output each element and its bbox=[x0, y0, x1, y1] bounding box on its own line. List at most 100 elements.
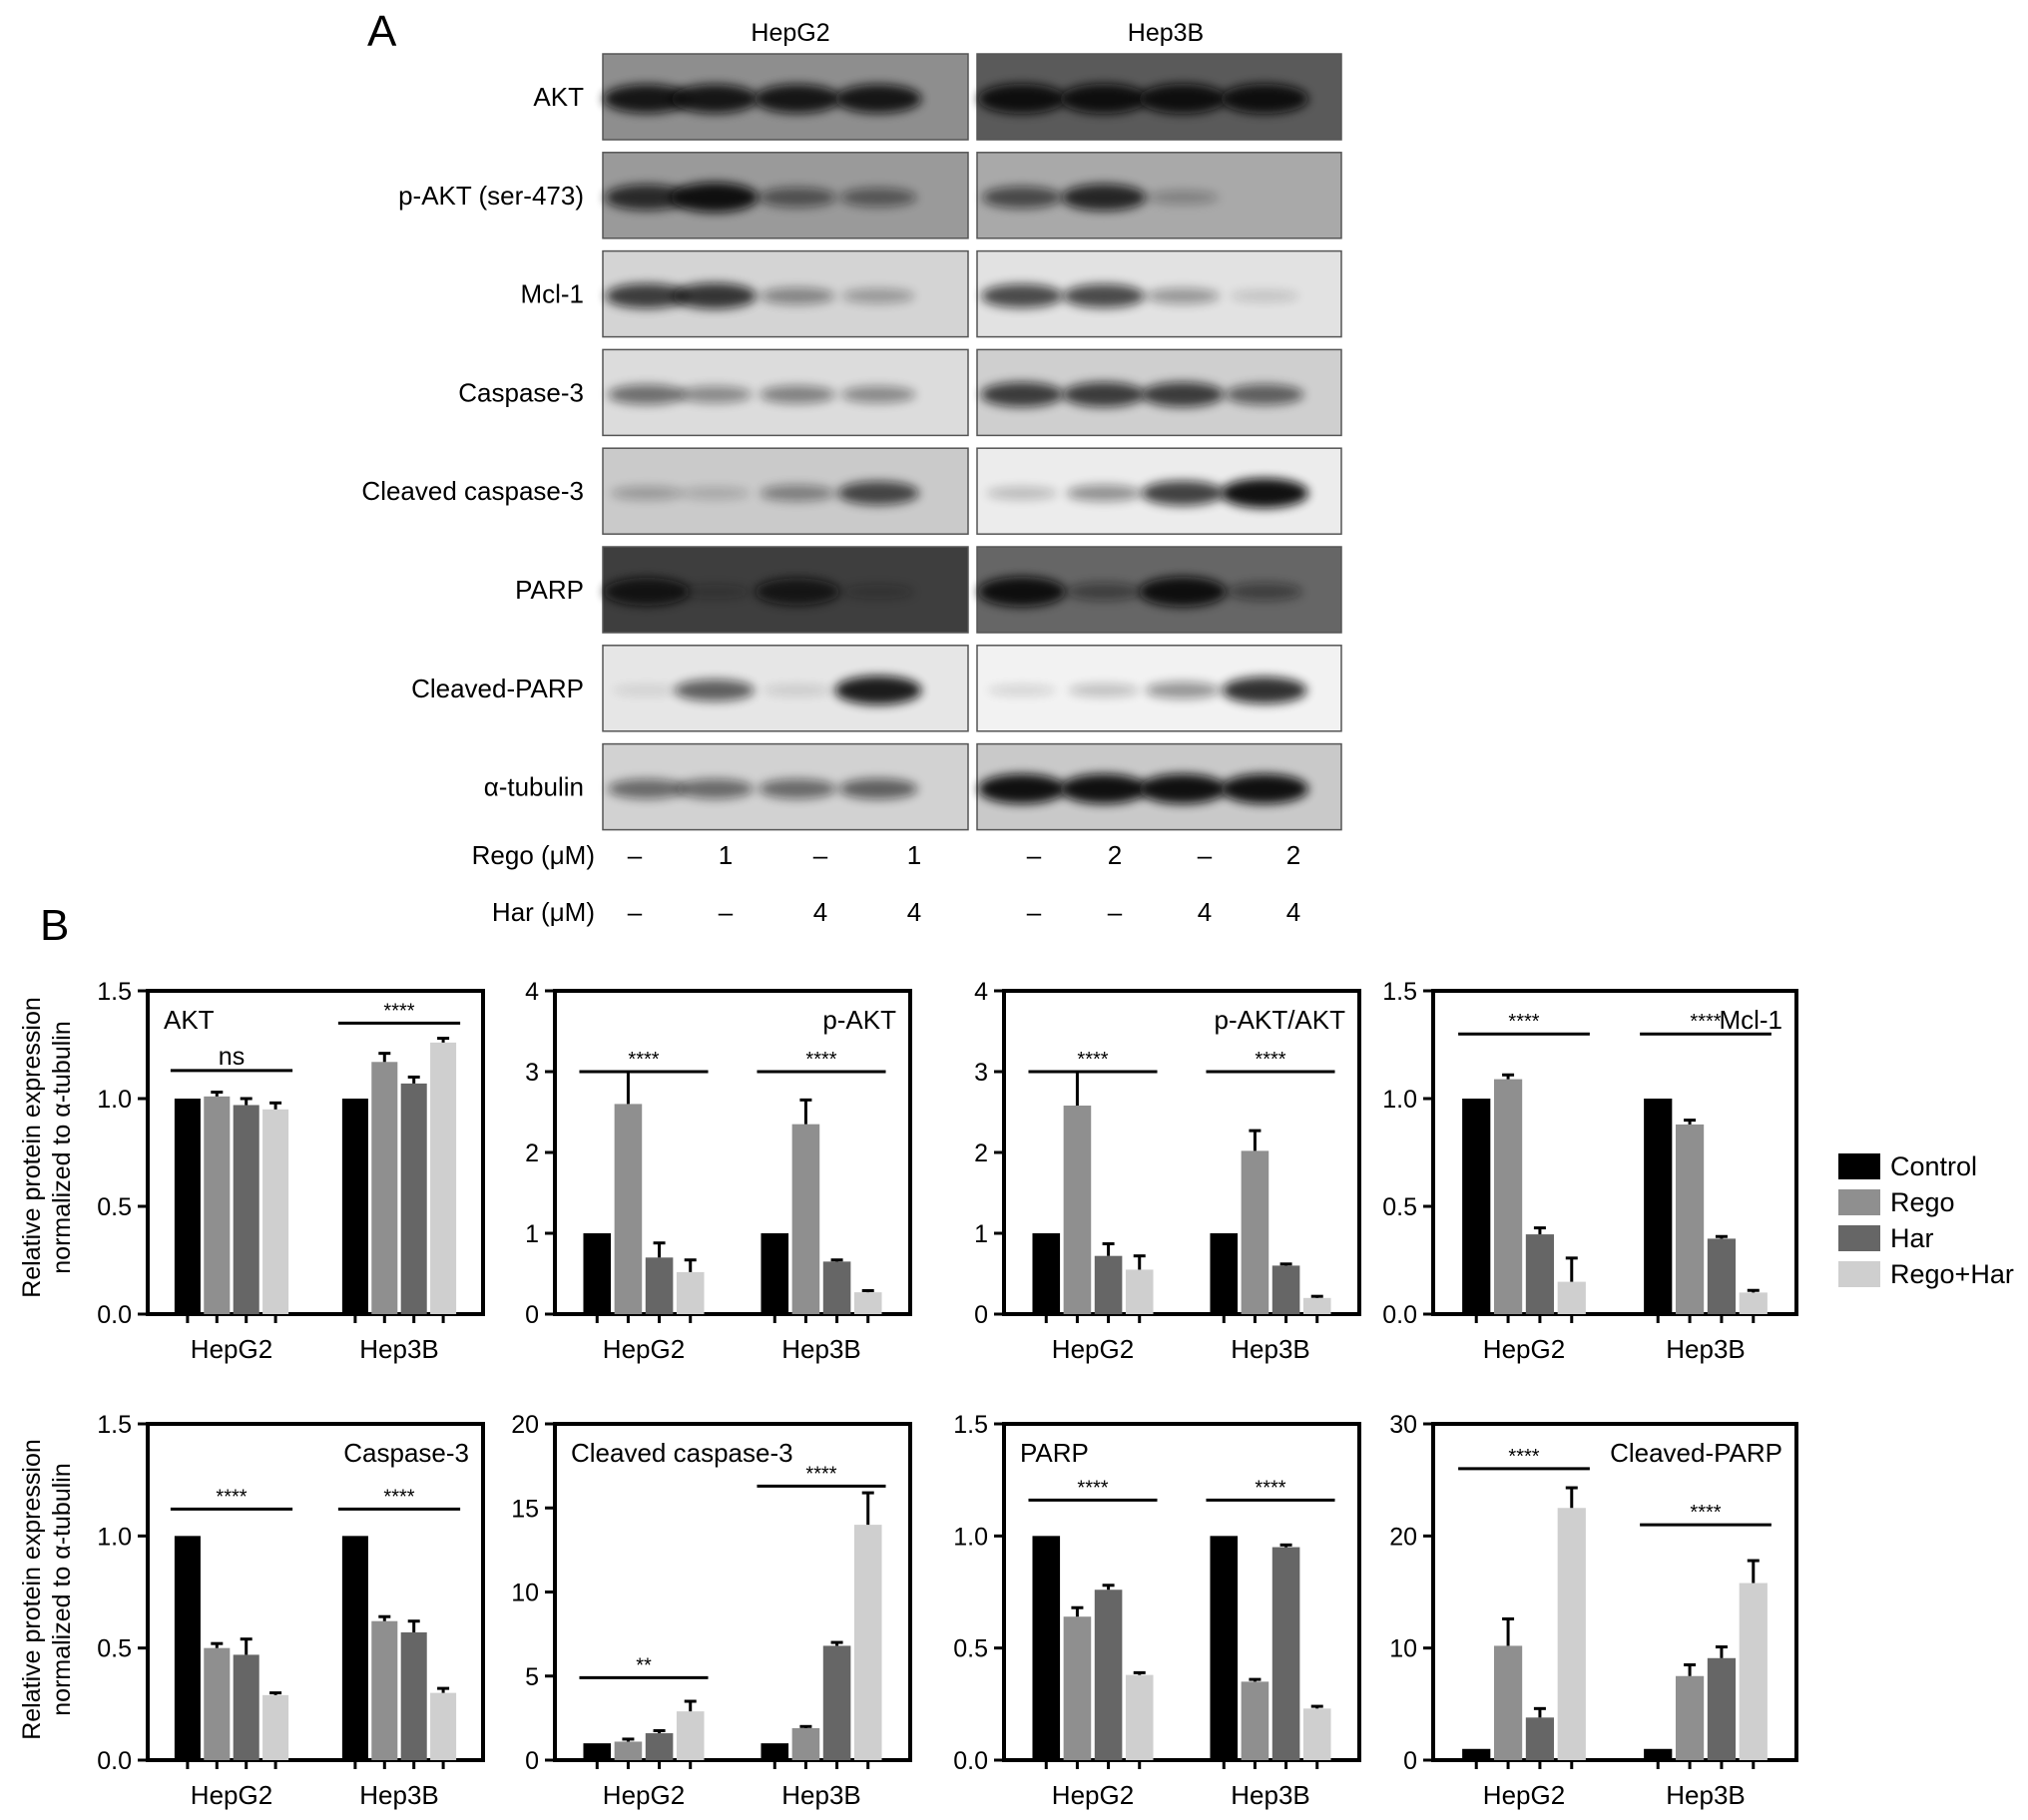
treatment-value: 4 bbox=[1198, 897, 1212, 927]
blot-band bbox=[840, 385, 916, 403]
bar-chart: 0 1 2 3 4 HepG2 Hep3B **** **** p-AKT bbox=[525, 978, 912, 1364]
blot-band bbox=[755, 578, 840, 606]
bar bbox=[430, 1042, 457, 1314]
bar bbox=[1032, 1233, 1061, 1314]
y-tick-label: 0.0 bbox=[97, 1747, 132, 1775]
blot-row-label: AKT bbox=[533, 82, 584, 112]
blot-band bbox=[675, 679, 755, 701]
y-tick-label: 0.0 bbox=[1382, 1301, 1417, 1329]
chart-title: PARP bbox=[1020, 1438, 1089, 1468]
blot-band bbox=[1068, 683, 1140, 697]
blot-band bbox=[760, 287, 835, 305]
bar bbox=[1063, 1106, 1092, 1314]
bar-charts: 0.0 0.5 1.0 1.5 HepG2 Hep3B ns **** AKT 0 1 2 3 4 HepG… bbox=[97, 978, 1798, 1810]
blot-band bbox=[1139, 773, 1227, 804]
bar bbox=[1644, 1099, 1673, 1314]
blot-band bbox=[1225, 383, 1304, 405]
y-tick-label: 0.5 bbox=[953, 1635, 988, 1663]
blot-band bbox=[612, 684, 682, 695]
bar bbox=[853, 1525, 882, 1760]
bar bbox=[400, 1083, 427, 1314]
significance-label: **** bbox=[216, 1486, 247, 1508]
y-axis-title-row2-line2: normalized to α-tubulin bbox=[48, 1463, 76, 1715]
blot-band bbox=[679, 585, 751, 599]
chart-title: p-AKT bbox=[822, 1005, 896, 1035]
bar bbox=[1557, 1508, 1586, 1760]
bar bbox=[614, 1104, 643, 1314]
blot-band bbox=[839, 188, 917, 208]
blot-band bbox=[760, 484, 835, 502]
cell-line-label-hep3b: Hep3B bbox=[1128, 19, 1204, 47]
treatment-label: Rego (μM) bbox=[472, 840, 595, 870]
blot-band bbox=[982, 186, 1062, 209]
y-tick-label: 2 bbox=[525, 1139, 539, 1167]
bar bbox=[341, 1099, 368, 1314]
blot-band bbox=[987, 684, 1057, 696]
y-tick-label: 1.0 bbox=[97, 1086, 132, 1114]
significance-label: **** bbox=[1508, 1011, 1539, 1033]
x-category-label: Hep3B bbox=[1666, 1780, 1746, 1810]
blot-band bbox=[1147, 190, 1219, 205]
bar bbox=[204, 1647, 231, 1760]
bar-chart: 0.0 0.5 1.0 1.5 HepG2 Hep3B **** **** PARP bbox=[953, 1411, 1361, 1810]
y-tick-label: 0.5 bbox=[1382, 1193, 1417, 1221]
treatment-value: 4 bbox=[907, 897, 921, 927]
blot-band bbox=[1146, 287, 1220, 304]
panel-b-label: B bbox=[40, 901, 69, 950]
blot-band bbox=[1066, 484, 1142, 502]
blot-band bbox=[842, 585, 914, 599]
x-category-label: HepG2 bbox=[191, 1334, 272, 1364]
chart-title: Cleaved-PARP bbox=[1610, 1438, 1782, 1468]
blot-band bbox=[671, 84, 759, 114]
blot-band bbox=[834, 84, 922, 114]
treatment-value: 2 bbox=[1108, 840, 1122, 870]
legend-swatch bbox=[1838, 1261, 1880, 1287]
y-tick-label: 15 bbox=[511, 1495, 539, 1523]
y-tick-label: 10 bbox=[511, 1580, 539, 1607]
significance-label: **** bbox=[383, 1000, 414, 1022]
y-tick-label: 1.5 bbox=[953, 1411, 988, 1439]
blot-band bbox=[1141, 480, 1225, 506]
chart-frame bbox=[1002, 1422, 1361, 1762]
bar-chart: 0.0 0.5 1.0 1.5 HepG2 Hep3B **** **** Caspase-3 bbox=[97, 1411, 485, 1810]
legend-label: Har bbox=[1890, 1223, 1934, 1253]
chart-title: AKT bbox=[164, 1005, 215, 1035]
y-tick-label: 3 bbox=[525, 1059, 539, 1087]
significance-label: **** bbox=[1077, 1049, 1108, 1071]
blot-band bbox=[671, 182, 759, 213]
bar bbox=[1739, 1292, 1768, 1314]
significance-label: **** bbox=[1690, 1011, 1721, 1033]
x-category-label: Hep3B bbox=[359, 1780, 439, 1810]
treatment-value: 1 bbox=[719, 840, 733, 870]
y-tick-label: 1.0 bbox=[97, 1523, 132, 1551]
x-category-label: HepG2 bbox=[1052, 1334, 1134, 1364]
x-category-label: Hep3B bbox=[359, 1334, 439, 1364]
bar bbox=[1675, 1675, 1705, 1760]
blot-band bbox=[611, 486, 683, 501]
significance-label: **** bbox=[383, 1486, 414, 1508]
y-tick-label: 1.5 bbox=[97, 978, 132, 1006]
y-tick-label: 1 bbox=[525, 1220, 539, 1248]
y-tick-label: 1.5 bbox=[1382, 978, 1417, 1006]
bar bbox=[676, 1711, 705, 1760]
blot-band bbox=[837, 481, 919, 506]
bar bbox=[174, 1099, 201, 1314]
blot-band bbox=[673, 282, 757, 309]
blot-row-label: Cleaved caspase-3 bbox=[361, 476, 584, 506]
chart-frame bbox=[1431, 1422, 1798, 1762]
bar bbox=[1125, 1269, 1154, 1314]
legend-label: Rego+Har bbox=[1890, 1259, 2014, 1289]
bar bbox=[760, 1233, 789, 1314]
bar bbox=[1739, 1583, 1768, 1760]
bar bbox=[1241, 1681, 1269, 1760]
treatment-value: 4 bbox=[1286, 897, 1300, 927]
y-tick-label: 1.0 bbox=[953, 1523, 988, 1551]
y-tick-label: 0.0 bbox=[953, 1747, 988, 1775]
chart-frame bbox=[1431, 989, 1798, 1316]
bar bbox=[1644, 1748, 1673, 1760]
treatment-value: – bbox=[719, 897, 734, 927]
blot-row-label: Caspase-3 bbox=[458, 377, 584, 407]
